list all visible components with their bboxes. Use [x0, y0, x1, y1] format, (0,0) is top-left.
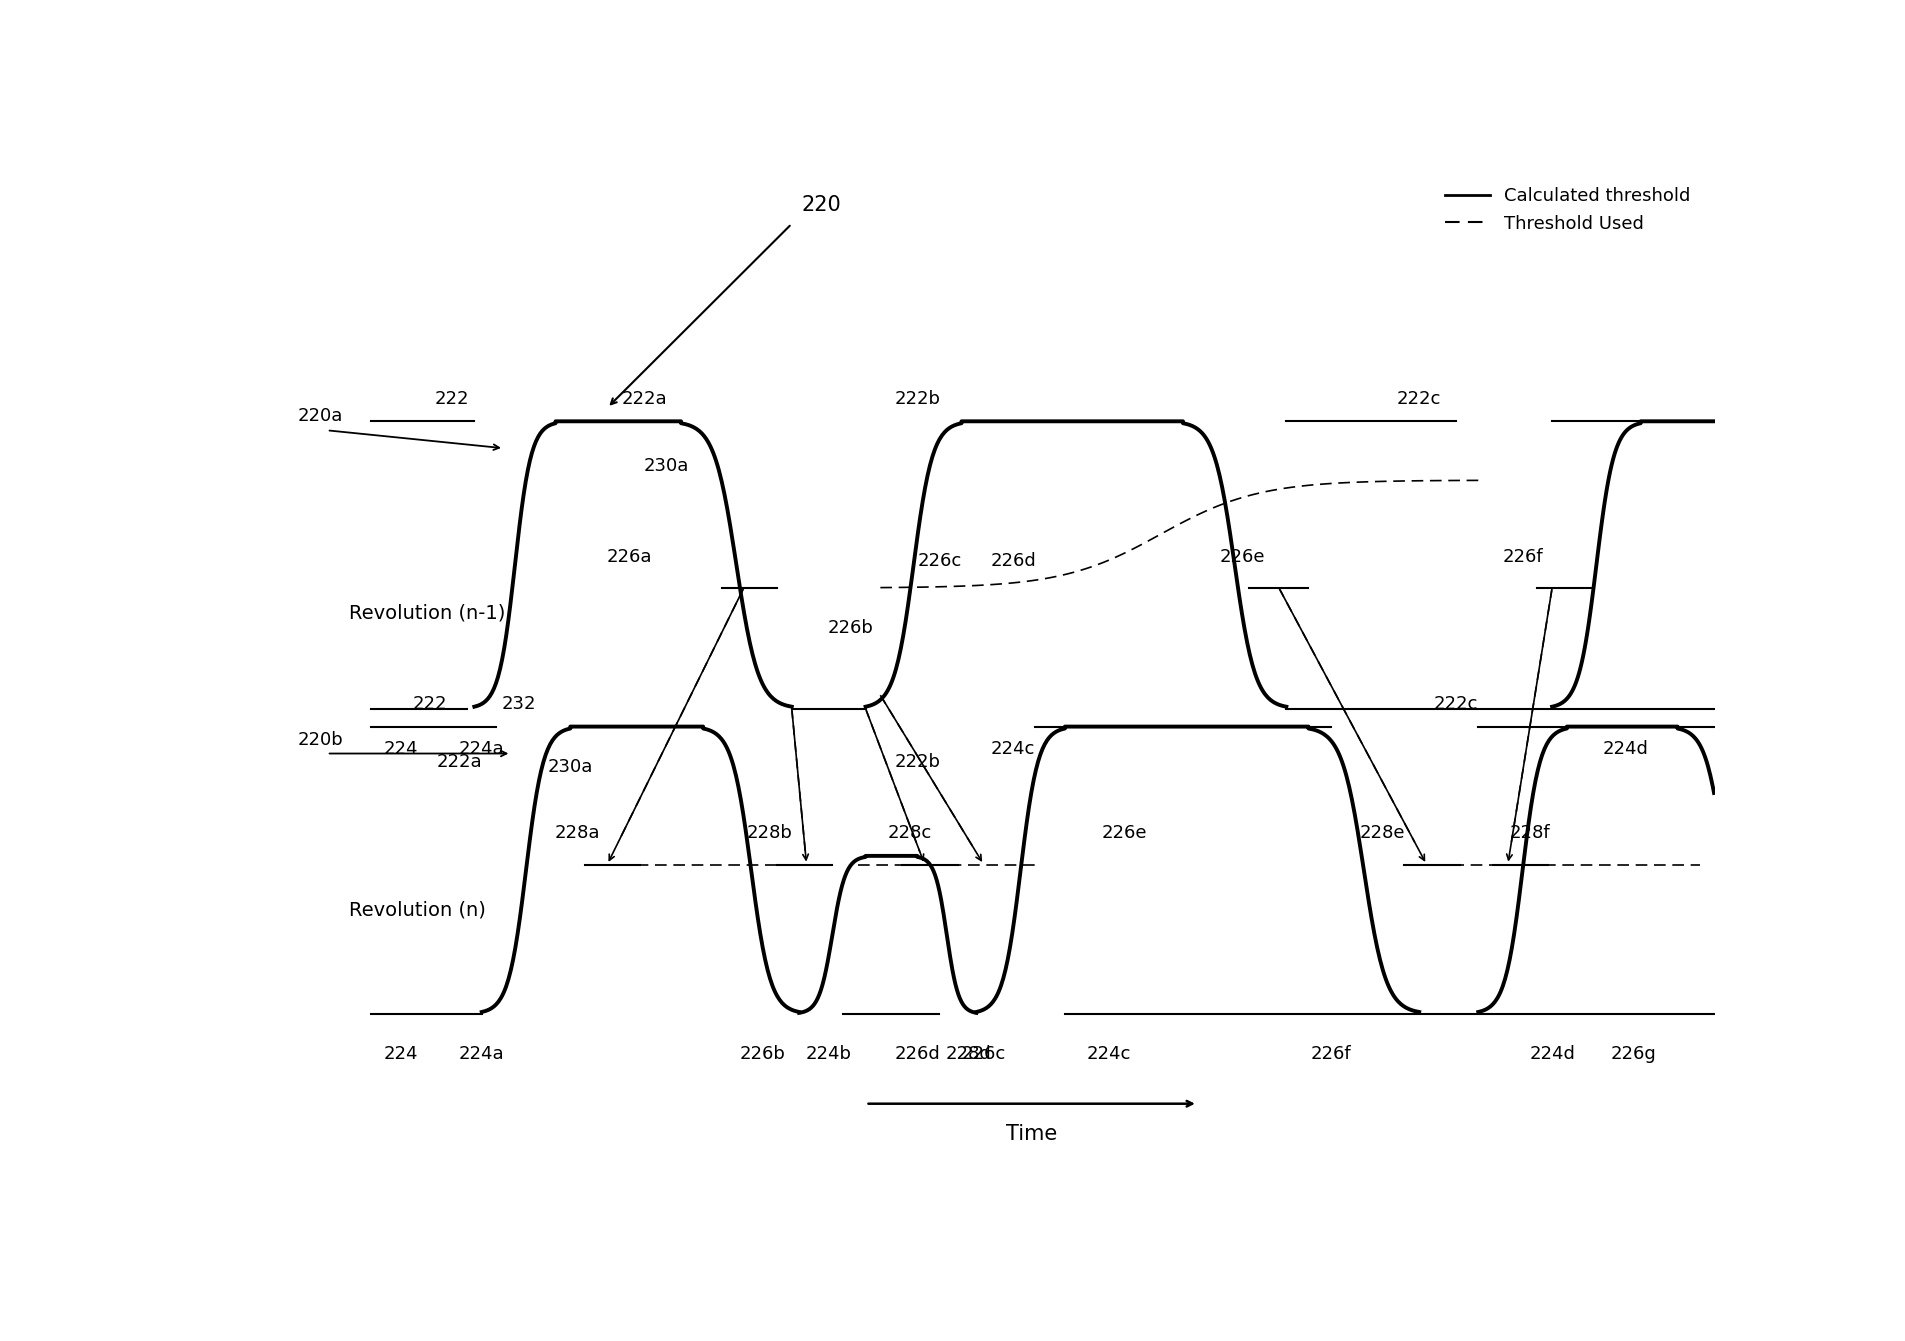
Text: Revolution (n-1): Revolution (n-1) — [349, 603, 505, 622]
Text: 228e: 228e — [1360, 825, 1406, 842]
Text: 220b: 220b — [297, 731, 343, 748]
Text: 226b: 226b — [829, 620, 874, 637]
Text: 224b: 224b — [806, 1045, 852, 1063]
Text: 224a: 224a — [459, 1045, 505, 1063]
Text: Time: Time — [1006, 1124, 1057, 1144]
Text: 222c: 222c — [1434, 695, 1478, 713]
Text: 230a: 230a — [547, 758, 592, 776]
Text: 222: 222 — [413, 695, 448, 713]
Text: 228f: 228f — [1509, 825, 1551, 842]
Text: 224: 224 — [383, 740, 417, 758]
Text: 226a: 226a — [606, 547, 652, 566]
Text: 226e: 226e — [1101, 825, 1147, 842]
Text: 220: 220 — [802, 194, 842, 215]
Text: Revolution (n): Revolution (n) — [349, 900, 486, 919]
Text: 222a: 222a — [621, 390, 667, 408]
Text: 222b: 222b — [893, 390, 941, 408]
Text: 224c: 224c — [991, 740, 1036, 758]
Text: 228b: 228b — [747, 825, 792, 842]
Text: 232: 232 — [501, 695, 535, 713]
Text: 226e: 226e — [1219, 547, 1265, 566]
Text: 226c: 226c — [962, 1045, 1006, 1063]
Text: 226d: 226d — [991, 552, 1036, 570]
Text: 228a: 228a — [554, 825, 600, 842]
Text: 226f: 226f — [1311, 1045, 1351, 1063]
Text: 224c: 224c — [1088, 1045, 1132, 1063]
Text: 228c: 228c — [888, 825, 932, 842]
Text: 224d: 224d — [1530, 1045, 1575, 1063]
Legend: Calculated threshold, Threshold Used: Calculated threshold, Threshold Used — [1438, 180, 1697, 240]
Text: 226f: 226f — [1503, 547, 1543, 566]
Text: 230a: 230a — [644, 457, 690, 475]
Text: 226b: 226b — [739, 1045, 785, 1063]
Text: 226g: 226g — [1610, 1045, 1655, 1063]
Text: 222a: 222a — [436, 754, 482, 771]
Text: 224a: 224a — [459, 740, 505, 758]
Text: 220a: 220a — [297, 408, 343, 425]
Text: 226c: 226c — [918, 552, 962, 570]
Text: 226d: 226d — [893, 1045, 941, 1063]
Text: 228d: 228d — [947, 1045, 993, 1063]
Text: 222c: 222c — [1396, 390, 1442, 408]
Text: 224: 224 — [383, 1045, 417, 1063]
Text: 224d: 224d — [1602, 740, 1650, 758]
Text: 222b: 222b — [893, 754, 941, 771]
Text: 222: 222 — [434, 390, 469, 408]
